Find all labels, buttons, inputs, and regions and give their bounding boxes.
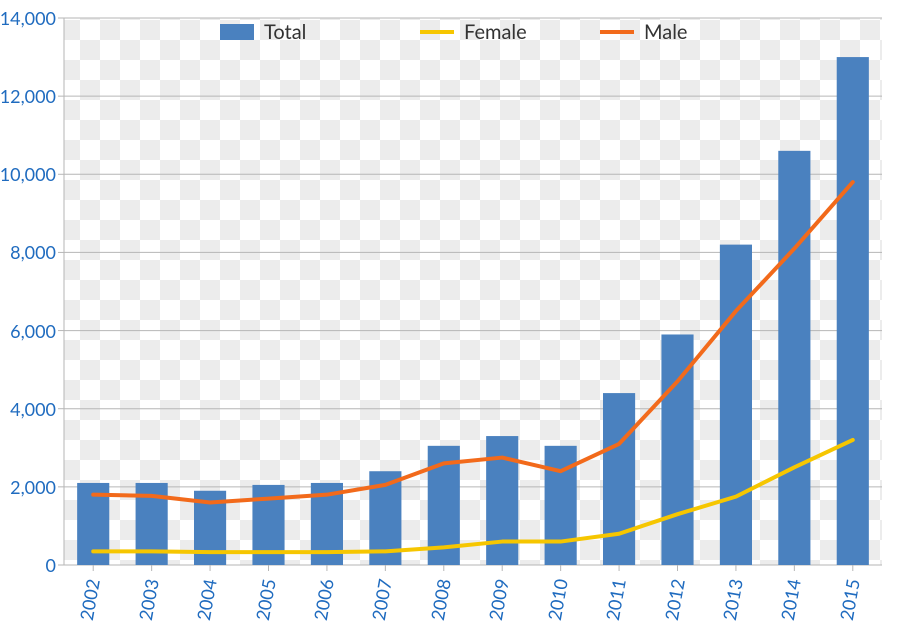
- combo-chart: 02,0004,0006,0008,00010,00012,00014,0002…: [0, 0, 900, 640]
- y-tick-label: 6,000: [0, 320, 56, 342]
- bar: [603, 393, 635, 565]
- bar: [778, 151, 810, 565]
- y-tick-label: 4,000: [0, 398, 56, 420]
- y-tick-label: 12,000: [0, 85, 56, 107]
- legend-label: Female: [464, 20, 527, 44]
- legend-label: Male: [644, 20, 688, 44]
- legend-swatch: [600, 30, 634, 34]
- y-tick-label: 8,000: [0, 241, 56, 263]
- legend-item: Total: [220, 20, 306, 44]
- bar: [545, 446, 577, 565]
- y-tick-label: 10,000: [0, 163, 56, 185]
- legend-label: Total: [264, 20, 306, 44]
- legend-item: Female: [420, 20, 527, 44]
- bar: [486, 436, 518, 565]
- y-tick-label: 0: [0, 554, 56, 576]
- bar: [720, 245, 752, 565]
- y-tick-label: 2,000: [0, 476, 56, 498]
- legend-swatch: [220, 24, 254, 40]
- legend-item: Male: [600, 20, 688, 44]
- bar: [837, 57, 869, 565]
- y-tick-label: 14,000: [0, 7, 56, 29]
- legend-swatch: [420, 30, 454, 34]
